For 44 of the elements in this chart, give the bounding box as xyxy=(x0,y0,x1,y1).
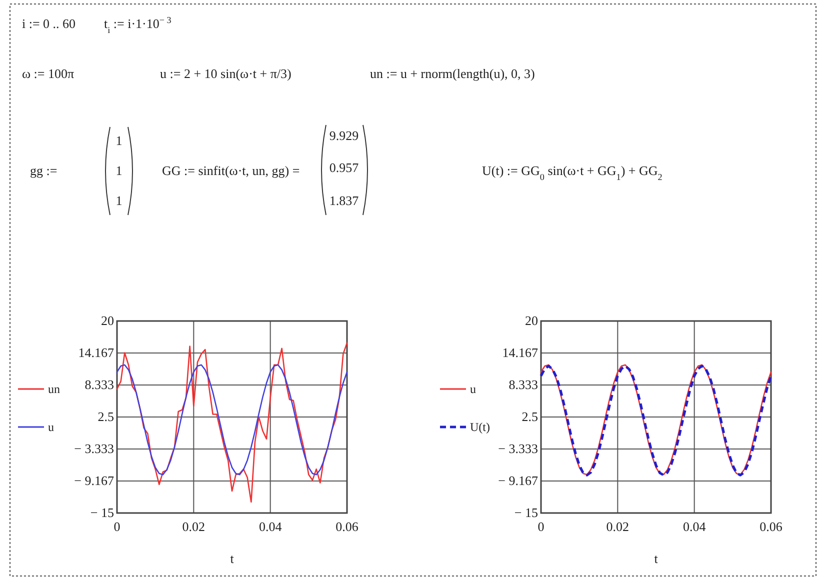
x-tick-label: 0 xyxy=(114,519,120,534)
y-tick-label: 8.333 xyxy=(508,377,538,392)
y-tick-label: − 3.333 xyxy=(74,441,114,456)
x-tick-label: 0 xyxy=(538,519,544,534)
line-series xyxy=(116,342,348,503)
x-tick-label: 0.04 xyxy=(682,519,706,534)
text: ω := 100π xyxy=(22,66,74,81)
text: i := 0 .. 60 xyxy=(22,16,76,31)
y-tick-label: − 15 xyxy=(90,505,114,520)
y-tick-label: 14.167 xyxy=(502,345,538,360)
text: 1 xyxy=(116,163,122,178)
y-tick-label: 20 xyxy=(525,313,538,328)
text: gg := xyxy=(30,163,58,178)
y-tick-label: 20 xyxy=(101,313,114,328)
x-tick-label: 0.06 xyxy=(336,519,359,534)
x-tick-label: 0.02 xyxy=(606,519,630,534)
line-series xyxy=(116,364,348,476)
y-tick-label: − 9.167 xyxy=(74,473,114,488)
y-tick-label: 14.167 xyxy=(78,345,114,360)
y-tick-label: − 9.167 xyxy=(498,473,538,488)
y-tick-label: − 3.333 xyxy=(498,441,538,456)
text: t$_{i}$ := i·1·10$^{− 3}$ xyxy=(104,15,172,35)
legend-label: U(t) xyxy=(470,420,490,434)
x-tick-label: 0.02 xyxy=(182,519,206,534)
text: 1 xyxy=(116,133,122,148)
y-tick-label: 2.5 xyxy=(98,409,114,424)
text: GG := sinfit(ω·t, un, gg) = xyxy=(162,163,300,178)
y-tick-label: 2.5 xyxy=(522,409,538,424)
x-tick-label: 0.06 xyxy=(760,519,783,534)
text: 1 xyxy=(116,193,122,208)
y-tick-label: 8.333 xyxy=(84,377,114,392)
legend-label: u xyxy=(48,420,54,434)
text: 0.957 xyxy=(329,160,360,175)
x-tick-label: 0.04 xyxy=(258,519,282,534)
text: 9.929 xyxy=(329,128,359,143)
x-axis-title: t xyxy=(654,551,658,566)
text: 1.837 xyxy=(329,193,360,208)
legend-label: un xyxy=(48,382,60,396)
y-tick-label: − 15 xyxy=(514,505,538,520)
text: u := 2 + 10 sin(ω·t + π/3) xyxy=(160,66,292,81)
x-axis-title: t xyxy=(230,551,234,566)
text: un := u + rnorm(length(u), 0, 3) xyxy=(370,66,535,81)
legend-label: u xyxy=(470,382,476,396)
text: U(t) := GG$_{0}$ sin(ω·t + GG$_{1}$) + GG$_{2}$ xyxy=(482,163,663,182)
